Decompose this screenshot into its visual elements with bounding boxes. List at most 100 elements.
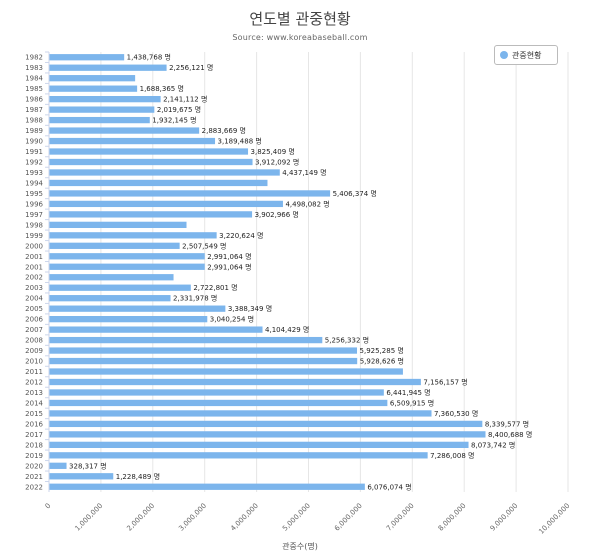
- y-tick-label: 1991: [25, 148, 43, 156]
- x-tick-label: 5,000,000: [281, 502, 312, 533]
- y-tick-label: 2011: [25, 368, 43, 376]
- bar: [49, 232, 217, 239]
- x-tick-label: 6,000,000: [333, 502, 364, 533]
- bar: [49, 295, 171, 302]
- y-tick-label: 2007: [25, 326, 43, 334]
- data-label: 3,189,488 명: [218, 137, 262, 146]
- x-tick-label: 1,000,000: [73, 502, 104, 533]
- data-label: 8,400,688 명: [488, 430, 532, 439]
- data-label: 3,220,624 명: [219, 231, 263, 240]
- bar: [49, 200, 283, 208]
- bar: [49, 483, 365, 490]
- bar: [49, 347, 358, 354]
- y-tick-label: 2000: [25, 242, 43, 250]
- y-tick-label: 1987: [25, 106, 43, 114]
- y-tick-label: 2002: [25, 274, 43, 282]
- data-label: 8,339,577 명: [485, 419, 529, 428]
- bar: [49, 169, 280, 176]
- bar: [49, 452, 428, 459]
- data-label: 2,722,801 명: [193, 283, 237, 292]
- y-tick-label: 1988: [25, 117, 43, 125]
- y-tick-label: 1984: [25, 75, 43, 83]
- data-label: 7,360,530 명: [434, 409, 478, 418]
- bar: [49, 96, 161, 103]
- y-tick-label: 2003: [25, 284, 43, 292]
- legend-swatch-icon: [500, 51, 508, 59]
- bar: [49, 420, 483, 428]
- y-tick-label: 2005: [25, 305, 43, 313]
- x-tick-label: 2,000,000: [125, 502, 156, 533]
- data-label: 2,991,064 명: [207, 252, 251, 261]
- y-tick-label: 1982: [25, 54, 43, 62]
- y-tick-label: 1985: [25, 85, 43, 93]
- bar: [49, 179, 268, 187]
- y-tick-label: 2001: [25, 253, 43, 261]
- bar: [49, 253, 205, 260]
- data-label: 8,073,742 명: [471, 440, 515, 449]
- bar: [49, 158, 253, 166]
- bar: [49, 284, 191, 291]
- bar: [49, 263, 205, 270]
- y-tick-label: 2021: [25, 473, 43, 481]
- y-tick-label: 2022: [25, 483, 43, 491]
- x-tick-label: 3,000,000: [177, 502, 208, 533]
- bar: [49, 357, 358, 365]
- data-label: 2,256,121 명: [169, 63, 213, 72]
- bar: [49, 305, 226, 312]
- data-label: 7,286,008 명: [430, 451, 474, 460]
- data-label: 2,019,675 명: [157, 105, 201, 114]
- data-label: 3,388,349 명: [228, 304, 272, 313]
- y-tick-label: 2020: [25, 462, 43, 470]
- data-label: 3,902,966 명: [255, 210, 299, 219]
- bar: [49, 75, 136, 82]
- x-tick-label: 9,000,000: [489, 502, 520, 533]
- y-tick-label: 2015: [25, 410, 43, 418]
- bar: [49, 190, 331, 197]
- y-tick-label: 1996: [25, 200, 43, 208]
- legend[interactable]: 관중현황: [494, 45, 558, 65]
- data-label: 6,509,915 명: [390, 398, 434, 407]
- y-tick-label: 2019: [25, 452, 43, 460]
- data-label: 2,141,112 명: [163, 95, 207, 104]
- data-label: 3,912,092 명: [255, 158, 299, 167]
- data-label: 5,928,626 명: [360, 357, 404, 366]
- bar: [49, 242, 180, 249]
- data-label: 4,437,149 명: [282, 168, 326, 177]
- chart-title: 연도별 관중현황: [249, 10, 351, 28]
- bar: [49, 326, 263, 333]
- bar: [49, 116, 150, 124]
- y-tick-label: 2018: [25, 441, 43, 449]
- x-axis-label: 관중수(명): [282, 542, 318, 551]
- bar: [49, 274, 174, 281]
- bar: [49, 137, 216, 145]
- bar: [49, 85, 138, 92]
- data-label: 2,507,549 명: [182, 241, 226, 250]
- bar: [49, 54, 125, 61]
- bar: [49, 378, 421, 386]
- bar: [49, 368, 403, 375]
- bar: [49, 473, 114, 480]
- bar: [49, 389, 384, 396]
- data-label: 4,498,082 명: [285, 199, 329, 208]
- y-tick-label: 1995: [25, 190, 43, 198]
- y-tick-label: 1997: [25, 211, 43, 219]
- bar: [49, 106, 155, 113]
- x-tick-label: 8,000,000: [437, 502, 468, 533]
- bar: [49, 336, 323, 344]
- bar: [49, 462, 67, 469]
- y-tick-label: 1986: [25, 96, 43, 104]
- data-label: 5,406,374 명: [333, 189, 377, 198]
- data-label: 328,317 명: [69, 461, 107, 470]
- data-label: 2,991,064 명: [207, 262, 251, 271]
- y-tick-label: 2012: [25, 379, 43, 387]
- bar: [49, 211, 253, 218]
- data-label: 2,883,669 명: [202, 126, 246, 135]
- y-tick-label: 1998: [25, 221, 43, 229]
- data-label: 1,932,145 명: [152, 116, 196, 125]
- y-tick-label: 2009: [25, 347, 43, 355]
- bar: [49, 441, 469, 448]
- y-tick-label: 1993: [25, 169, 43, 177]
- data-label: 4,104,429 명: [265, 325, 309, 334]
- y-tick-label: 1999: [25, 232, 43, 240]
